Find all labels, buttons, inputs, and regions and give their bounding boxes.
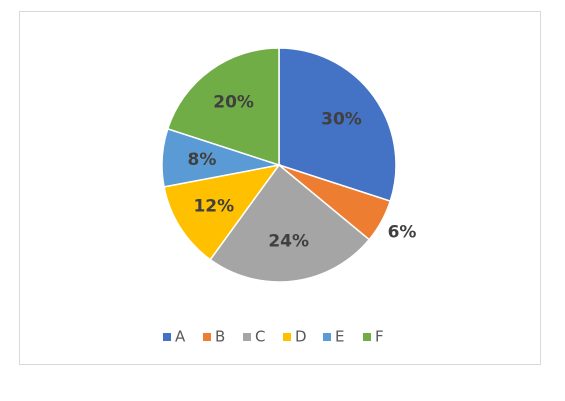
legend-marker	[363, 333, 371, 341]
legend-label: E	[335, 328, 344, 346]
legend-label: B	[215, 328, 225, 346]
legend-marker	[243, 333, 251, 341]
pie-slice	[166, 47, 280, 167]
pie-slice	[163, 163, 281, 261]
data-label: 20%	[213, 93, 254, 113]
data-label: 8%	[187, 150, 216, 170]
legend-label: F	[375, 328, 384, 346]
legend-marker	[323, 333, 331, 341]
data-label: 24%	[268, 232, 309, 252]
legend-marker	[203, 333, 211, 341]
legend-label: C	[255, 328, 265, 346]
data-label: 6%	[388, 223, 417, 243]
legend-label: D	[295, 328, 307, 346]
data-label: 30%	[321, 110, 362, 130]
data-label: 12%	[193, 196, 234, 216]
legend-marker	[163, 333, 171, 341]
legend-label: A	[175, 328, 186, 346]
pie-slice	[209, 163, 371, 283]
pie-slice	[278, 47, 397, 203]
legend-marker	[283, 333, 291, 341]
